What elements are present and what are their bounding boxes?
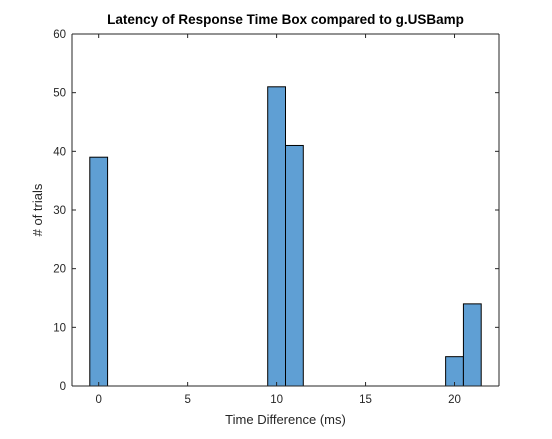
histogram-bar-0 bbox=[89, 156, 109, 387]
x-tick-label: 10 bbox=[270, 394, 283, 406]
histogram-bar-4 bbox=[462, 303, 482, 387]
x-tick-label: 20 bbox=[448, 394, 461, 406]
y-tick-label: 20 bbox=[53, 264, 66, 276]
x-axis-label: Time Difference (ms) bbox=[225, 412, 346, 427]
y-tick-label: 60 bbox=[53, 29, 66, 41]
y-axis-label: # of trials bbox=[30, 183, 45, 236]
y-tick-label: 30 bbox=[53, 205, 66, 217]
histogram-bar-2 bbox=[285, 144, 304, 387]
histogram-bar-1 bbox=[267, 86, 287, 387]
x-tick-label: 5 bbox=[184, 394, 190, 406]
y-tick-label: 40 bbox=[53, 146, 66, 158]
histogram-bar-3 bbox=[445, 356, 464, 387]
y-tick-label: 0 bbox=[60, 381, 66, 393]
y-tick-label: 10 bbox=[53, 322, 66, 334]
bars-group bbox=[89, 86, 482, 387]
ticks-group: 0 5 10 15 20 0 10 20 30 40 50 60 bbox=[53, 29, 499, 406]
y-tick-label: 50 bbox=[53, 88, 66, 100]
x-tick-label: 0 bbox=[95, 394, 101, 406]
x-tick-label: 15 bbox=[359, 394, 372, 406]
chart-title: Latency of Response Time Box compared to… bbox=[107, 12, 464, 27]
